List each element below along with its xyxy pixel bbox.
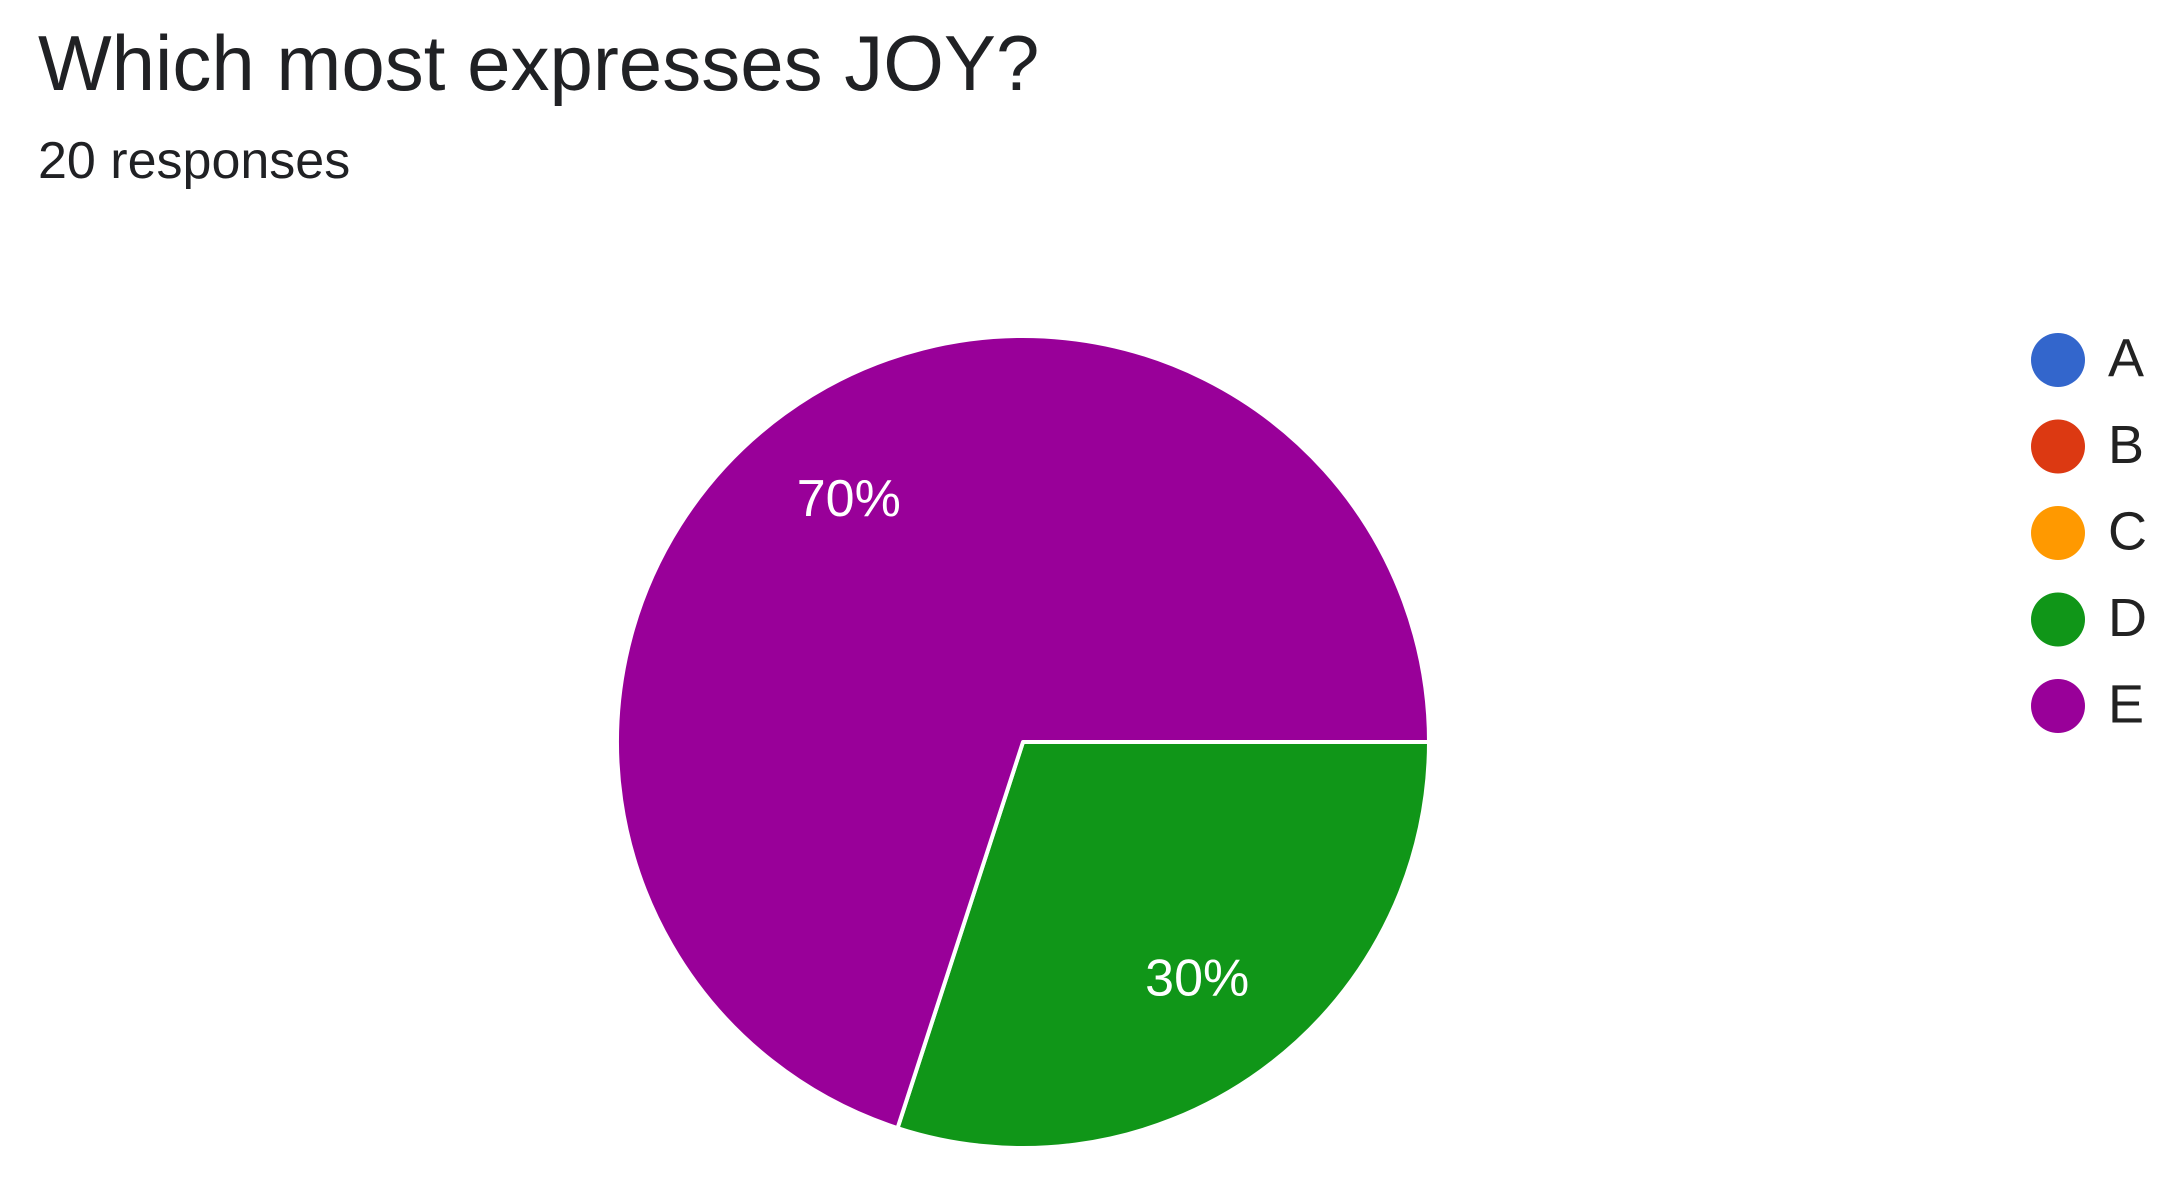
chart-title: Which most expresses JOY? bbox=[38, 19, 1039, 107]
legend-label: B bbox=[2108, 415, 2144, 475]
legend-swatch bbox=[2031, 592, 2085, 647]
chart-subtitle: 20 responses bbox=[38, 132, 350, 190]
pie-slice bbox=[615, 334, 1431, 1131]
legend-label: D bbox=[2108, 588, 2147, 648]
legend-swatch bbox=[2031, 679, 2085, 733]
legend-label: A bbox=[2108, 328, 2144, 388]
legend-label: E bbox=[2108, 674, 2144, 734]
pie-slice bbox=[895, 740, 1431, 1150]
legend-swatch bbox=[2031, 506, 2085, 560]
slice-label: 70% bbox=[797, 470, 901, 528]
slice-label: 30% bbox=[1145, 950, 1249, 1008]
legend-label: C bbox=[2108, 501, 2147, 561]
legend-swatch bbox=[2031, 419, 2085, 474]
legend-swatch bbox=[2031, 333, 2085, 387]
